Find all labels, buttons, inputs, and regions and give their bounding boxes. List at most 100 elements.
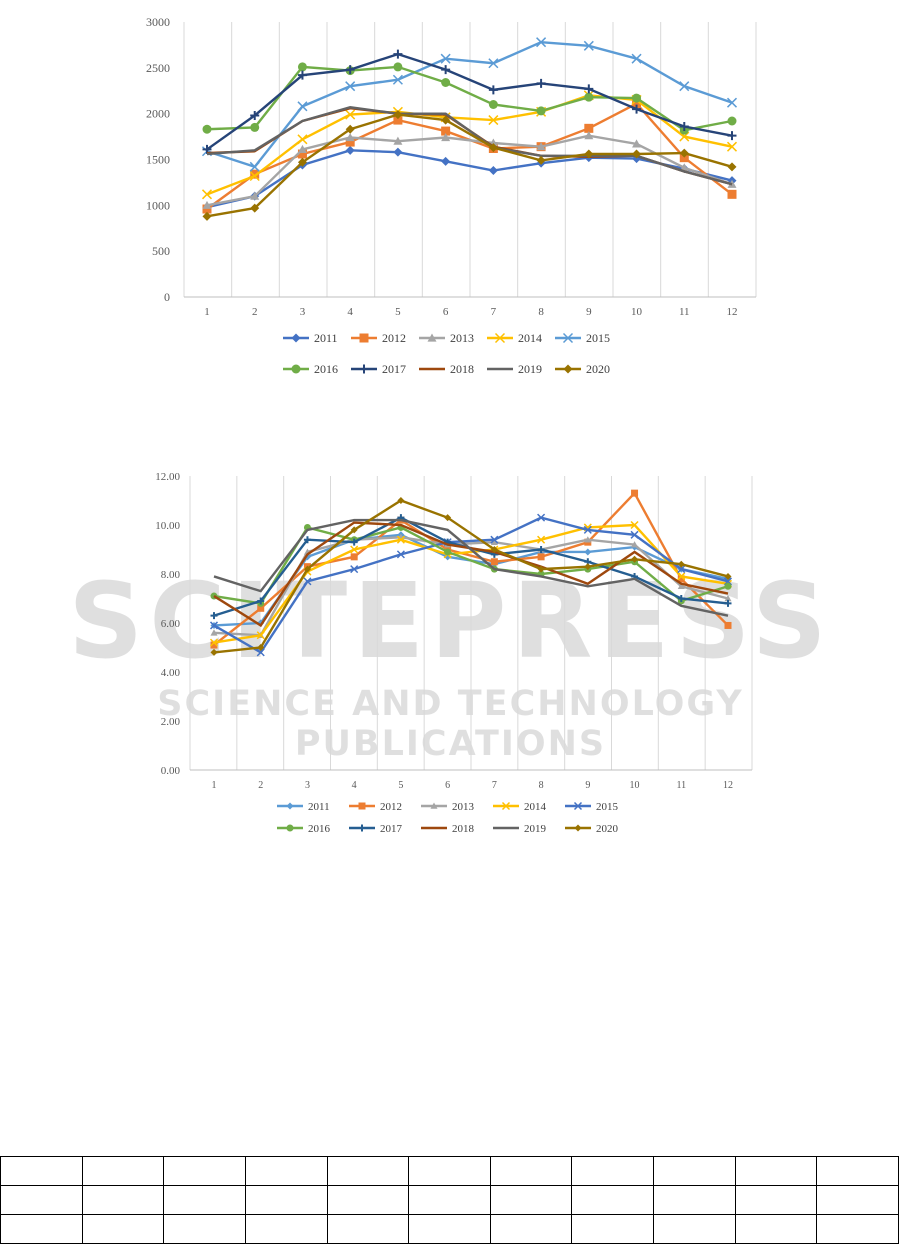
data-point: [630, 530, 639, 539]
x-tick-label: 6: [443, 306, 449, 318]
legend-marker: [358, 802, 366, 810]
data-point: [345, 81, 356, 92]
table-cell: [326, 1156, 410, 1186]
data-point: [584, 536, 592, 543]
legend-label: 2019: [524, 823, 547, 835]
data-point: [393, 147, 403, 157]
table-cell: [81, 1156, 165, 1186]
y-tick-label: 2.00: [161, 716, 181, 728]
data-point: [441, 115, 451, 125]
data-point: [584, 84, 594, 94]
data-point: [488, 166, 498, 175]
x-tick-label: 1: [204, 306, 210, 318]
series-line: [206, 40, 733, 169]
x-tick-label: 4: [352, 780, 357, 791]
data-point: [297, 70, 307, 80]
legend-marker: [562, 332, 574, 344]
series-line: [206, 94, 733, 196]
data-point: [249, 161, 260, 172]
series-line: [206, 134, 733, 207]
x-tick-label: 1: [212, 780, 217, 791]
legend-label: 2017: [380, 823, 403, 835]
data-point: [727, 162, 737, 172]
data-point: [631, 555, 639, 563]
x-tick-label: 10: [631, 306, 643, 318]
data-point: [210, 629, 218, 636]
data-point: [256, 648, 265, 657]
table-cell: [0, 1214, 83, 1244]
data-point: [632, 139, 642, 148]
data-point: [584, 563, 592, 571]
series-2020: 2020: [210, 497, 732, 835]
data-point: [397, 497, 405, 504]
data-point: [490, 558, 498, 566]
data-point: [297, 149, 307, 159]
x-tick-label: 12: [727, 306, 738, 318]
data-point: [488, 115, 499, 126]
x-tick-label: 6: [445, 780, 450, 791]
legend-marker: [358, 824, 366, 832]
data-point: [536, 106, 546, 116]
table-cell: [0, 1156, 83, 1186]
data-point: [488, 100, 498, 109]
data-point: [583, 525, 592, 534]
data-point: [256, 631, 265, 640]
legend-label: 2013: [452, 801, 475, 813]
data-point: [250, 111, 260, 120]
series-line: [213, 491, 729, 646]
data-point: [250, 203, 260, 213]
data-point: [727, 116, 737, 126]
x-tick-label: 3: [300, 306, 306, 318]
data-point: [583, 40, 594, 51]
data-point: [490, 538, 498, 545]
x-tick-label: 10: [630, 780, 640, 791]
series-2019: 2019: [206, 106, 733, 376]
data-point: [679, 131, 690, 142]
data-point: [257, 597, 265, 605]
x-tick-label: 9: [586, 306, 592, 318]
data-point: [393, 62, 403, 72]
legend-label: 2017: [382, 362, 406, 376]
data-point: [350, 545, 359, 554]
y-tick-label: 500: [152, 244, 170, 258]
table-cell: [734, 1185, 818, 1215]
x-tick-label: 8: [539, 780, 544, 791]
data-point: [392, 74, 403, 85]
legend-marker: [494, 332, 506, 344]
y-tick-label: 1000: [146, 198, 170, 212]
data-point: [297, 101, 308, 112]
data-point: [350, 526, 358, 534]
data-point: [632, 104, 642, 114]
data-point: [444, 548, 452, 556]
data-point: [679, 153, 689, 163]
data-table: [0, 1156, 899, 1244]
y-tick-label: 2000: [146, 107, 170, 121]
data-point: [250, 169, 260, 179]
data-point: [444, 514, 452, 522]
legend-marker: [359, 364, 369, 374]
x-tick-label: 5: [395, 306, 401, 318]
data-point: [679, 81, 690, 92]
data-point: [303, 577, 312, 586]
data-point: [584, 149, 594, 159]
table-cell: [81, 1185, 165, 1215]
table-cell: [244, 1156, 328, 1186]
data-point: [202, 200, 212, 209]
data-point: [677, 582, 685, 590]
data-point: [536, 155, 546, 165]
table-cell: [408, 1214, 491, 1244]
y-tick-label: 0.00: [161, 765, 181, 777]
data-point: [441, 133, 451, 142]
table-cell: [653, 1156, 736, 1186]
legend-label: 2020: [586, 362, 610, 376]
legend-label: 2014: [518, 331, 542, 345]
series-2020: 2020: [202, 110, 737, 376]
legend-label: 2012: [382, 331, 406, 345]
series-2016: 2016: [202, 62, 737, 376]
data-point: [202, 211, 212, 221]
table-row: [0, 1185, 899, 1215]
data-point: [303, 536, 311, 544]
x-tick-label: 7: [492, 780, 497, 791]
data-point: [727, 189, 737, 199]
